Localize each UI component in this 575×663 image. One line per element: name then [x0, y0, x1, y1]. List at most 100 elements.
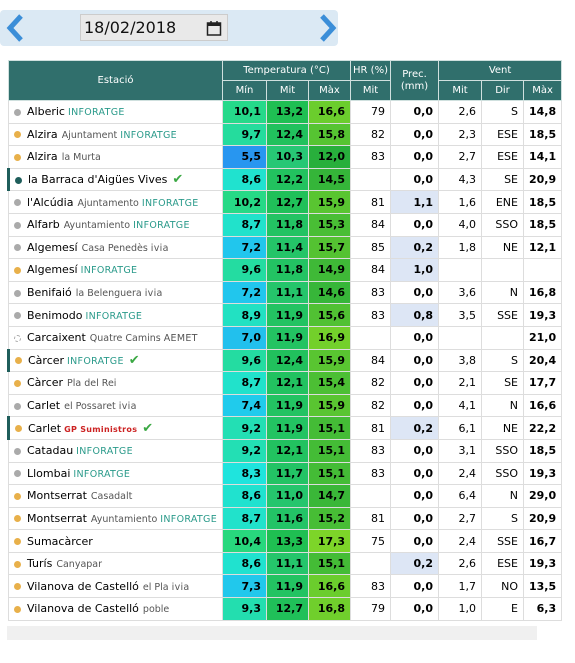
status-dot: [14, 402, 21, 410]
value-cell: 7,4: [222, 393, 267, 418]
value-cell: 16,8: [522, 280, 563, 305]
station-network: INFORATGE: [76, 446, 133, 458]
station-row: Alzira la Murta 5,5 10,3 12,0 83 0,0 2,7 ESE 14,1: [8, 145, 563, 169]
value-cell: 4,1: [438, 393, 482, 418]
station-row: Llombai INFORATGE 8,3 11,7 15,1 83 0,0 2,4 SSO 19…: [8, 461, 563, 486]
value-cell: SSE: [481, 303, 524, 327]
station-name: Carlet: [28, 421, 62, 435]
station-network: INFORATGE: [67, 107, 125, 119]
value-cell: 2,4: [438, 529, 482, 553]
column-header: Vent: [437, 60, 563, 81]
value-cell: S: [481, 348, 524, 373]
value-cell: [350, 484, 391, 508]
value-cell: 9,6: [222, 348, 267, 373]
station-cell: Montserrat Casadalt: [8, 484, 223, 508]
value-cell: 8,7: [222, 371, 267, 395]
value-cell: 11,6: [266, 506, 309, 531]
station-cell: Algemesí INFORATGE: [8, 258, 223, 282]
station-row: Vilanova de Castelló poble 9,3 12,7 16,8 79 0,…: [8, 597, 563, 621]
value-cell: 12,0: [308, 145, 351, 169]
value-cell: 11,4: [266, 235, 309, 260]
value-cell: 15,6: [308, 303, 351, 327]
date-input[interactable]: 18/02/2018: [80, 14, 228, 41]
station-cell: Vilanova de Castelló el Pla ivia: [8, 574, 223, 599]
value-cell: 15,3: [308, 212, 351, 237]
station-name: Carcaixent: [27, 331, 86, 345]
station-cell: Alfarb Ayuntamiento INFORATGE: [8, 212, 223, 237]
value-cell: 16,6: [308, 100, 351, 124]
status-dot: [15, 357, 22, 365]
value-cell: 19,3: [522, 551, 563, 576]
value-cell: 18,5: [522, 122, 563, 147]
value-cell: 12,4: [266, 122, 309, 147]
station-cell: Càrcer INFORATGE ✔: [7, 348, 223, 373]
value-cell: 11,9: [266, 393, 309, 418]
value-cell: 13,3: [266, 529, 309, 553]
value-cell: 8,7: [222, 212, 267, 237]
column-header: Temperatura (°C): [222, 60, 351, 81]
station-name: Algemesí: [27, 240, 78, 254]
status-dot: [14, 312, 21, 320]
value-cell: 75: [350, 529, 391, 553]
value-cell: 2,4: [438, 461, 482, 486]
scrollbar[interactable]: [7, 626, 537, 640]
station-cell: Benimodo INFORATGE: [8, 303, 223, 327]
station-row: Carlet el Possaret ivia 7,4 11,9 15,9 82 0,0 4,1…: [8, 393, 563, 418]
status-dot: [14, 538, 21, 546]
station-site: Ajuntament: [61, 129, 118, 141]
value-cell: ESE: [481, 145, 524, 169]
value-cell: 13,5: [522, 574, 563, 599]
value-cell: 16,6: [522, 393, 563, 418]
status-dot: [14, 515, 21, 523]
value-cell: 11,9: [266, 416, 309, 440]
status-dot: [14, 221, 21, 229]
value-cell: 83: [350, 145, 391, 169]
value-cell: NE: [481, 235, 524, 260]
value-cell: 13,2: [266, 100, 309, 124]
value-cell: 0,0: [390, 371, 439, 395]
station-cell: Turís Canyapar: [8, 551, 223, 576]
value-cell: 14,8: [522, 100, 563, 124]
station-cell: Algemesí Casa Penedès ivia: [8, 235, 223, 260]
station-name: Alzira: [27, 127, 58, 141]
station-cell: la Barraca d'Aigües Vives ✔: [7, 167, 223, 192]
value-cell: 0,0: [390, 212, 439, 237]
date-bar: 18/02/2018: [0, 10, 338, 46]
status-dot: [14, 334, 21, 342]
station-cell: Benifaió la Belenguera ivia: [8, 280, 223, 305]
station-row: Benimodo INFORATGE 8,9 11,9 15,6 83 0,8 3,5 SSE 1…: [8, 303, 563, 327]
next-day[interactable]: [316, 13, 338, 43]
value-cell: 12,7: [266, 597, 309, 621]
verified-check: ✔: [142, 420, 154, 436]
verified-check: ✔: [172, 172, 184, 188]
value-cell: 8,7: [222, 506, 267, 531]
subcolumn-header: Màx: [308, 80, 351, 101]
station-cell: Carlet el Possaret ivia: [8, 393, 223, 418]
status-dot: [14, 266, 21, 274]
subcolumn-header: Mit: [266, 80, 309, 101]
value-cell: 3,5: [438, 303, 482, 327]
value-cell: 1,0: [438, 597, 482, 621]
value-cell: 9,3: [222, 597, 267, 621]
value-cell: 29,0: [522, 484, 563, 508]
value-cell: SSO: [481, 212, 524, 237]
subcolumn-header: Mit: [350, 80, 391, 101]
value-cell: 3,8: [438, 348, 482, 373]
calendar-icon[interactable]: [206, 20, 222, 36]
value-cell: 0,0: [390, 167, 439, 192]
station-name: Llombai: [27, 466, 71, 480]
prev-day[interactable]: [5, 13, 27, 43]
value-cell: 8,3: [222, 461, 267, 486]
station-network: ivia: [144, 288, 163, 300]
status-dot: [14, 289, 21, 297]
value-cell: 12,7: [266, 190, 309, 214]
value-cell: 81: [350, 416, 391, 440]
station-site: Ajuntamento: [77, 197, 139, 209]
value-cell: 83: [350, 438, 391, 463]
value-cell: 5,5: [222, 145, 267, 169]
value-cell: S: [481, 100, 524, 124]
value-cell: N: [481, 484, 524, 508]
value-cell: 19,3: [522, 303, 563, 327]
value-cell: 7,2: [222, 280, 267, 305]
value-cell: 7,2: [222, 235, 267, 260]
